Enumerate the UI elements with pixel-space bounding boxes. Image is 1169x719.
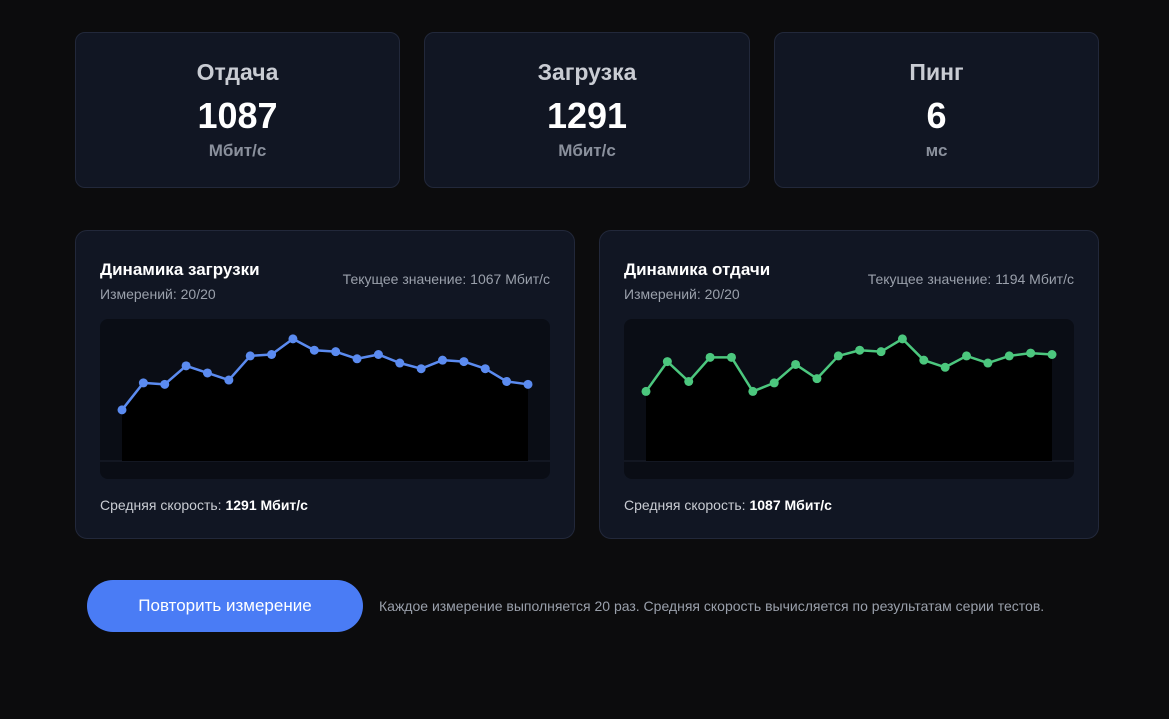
download-chart-svg (100, 334, 550, 462)
upload-stat-card: Отдача 1087 Мбит/с (75, 32, 400, 188)
upload-count-value: 20/20 (704, 286, 740, 302)
download-chart-data-point (138, 378, 148, 388)
download-chart-data-point (181, 361, 191, 371)
upload-chart-data-point (748, 386, 758, 396)
download-chart-data-point (502, 376, 512, 386)
upload-chart-data-point (855, 345, 865, 355)
download-average-label: Средняя скорость: (100, 497, 222, 513)
download-chart-card: Динамика загрузки Измерений: 20/20 Текущ… (75, 230, 575, 539)
upload-average-value: 1087 Мбит/с (749, 497, 832, 513)
ping-stat-unit: мс (925, 141, 948, 160)
upload-chart-data-point (897, 334, 907, 344)
download-chart-data-point (117, 405, 127, 415)
upload-chart-data-point (705, 352, 715, 362)
download-chart-data-point (459, 357, 469, 367)
upload-chart-data-point (919, 355, 929, 365)
upload-average-label: Средняя скорость: (624, 497, 746, 513)
upload-chart-data-point (962, 351, 972, 361)
download-chart-data-point (416, 364, 426, 374)
download-chart-data-point (373, 350, 383, 359)
retry-measurement-button[interactable]: Повторить измерение (87, 580, 363, 632)
download-stat-unit: Мбит/с (558, 141, 616, 160)
upload-chart-data-point (684, 376, 694, 386)
upload-chart-count: Измерений: 20/20 (624, 286, 740, 302)
upload-chart-data-point (833, 351, 843, 361)
download-chart-data-point (224, 375, 234, 385)
download-chart-count: Измерений: 20/20 (100, 286, 216, 302)
download-chart-data-point (438, 355, 448, 365)
upload-chart-area (646, 338, 1052, 461)
download-average-value: 1291 Мбит/с (225, 497, 308, 513)
upload-chart-data-point (769, 378, 779, 388)
download-stat-label: Загрузка (537, 59, 637, 85)
upload-stat-label: Отдача (196, 59, 279, 85)
upload-stat-unit: Мбит/с (208, 141, 267, 160)
download-average: Средняя скорость: 1291 Мбит/с (100, 497, 308, 513)
upload-chart-data-point (641, 386, 651, 396)
download-stat-value: 1291 (546, 95, 628, 136)
download-chart-data-point (267, 350, 277, 359)
download-chart-data-point (523, 379, 533, 389)
download-chart-data-point (395, 358, 405, 368)
upload-count-label: Измерений: (624, 286, 701, 302)
download-chart-data-point (160, 379, 170, 389)
upload-current-label: Текущее значение: (867, 271, 992, 287)
upload-chart-data-point (940, 362, 950, 372)
download-chart-area (122, 338, 528, 461)
upload-average: Средняя скорость: 1087 Мбит/с (624, 497, 832, 513)
download-current-value: Текущее значение: 1067 Мбит/с (343, 271, 550, 287)
upload-chart-plot (624, 319, 1074, 479)
download-chart-plot (100, 319, 550, 479)
upload-chart-data-point (662, 357, 672, 367)
download-chart-title: Динамика загрузки (100, 260, 260, 279)
ping-stat-card: Пинг 6 мс (774, 32, 1099, 188)
upload-current-number: 1194 Мбит/с (995, 271, 1074, 287)
download-count-value: 20/20 (180, 286, 216, 302)
upload-chart-card: Динамика отдачи Измерений: 20/20 Текущее… (599, 230, 1099, 539)
download-chart-data-point (245, 351, 255, 361)
upload-chart-data-point (1026, 348, 1036, 358)
upload-chart-data-point (812, 374, 822, 384)
download-chart-data-point (288, 334, 298, 344)
download-chart-data-point (202, 368, 212, 378)
ping-stat-value: 6 (926, 95, 947, 136)
download-current-label: Текущее значение: (342, 271, 467, 287)
download-chart-data-point (352, 354, 362, 364)
upload-chart-data-point (983, 358, 993, 368)
upload-stat-value: 1087 (197, 95, 278, 136)
measurement-note: Каждое измерение выполняется 20 раз. Сре… (379, 598, 1045, 614)
upload-chart-data-point (791, 359, 801, 369)
download-count-label: Измерений: (100, 286, 177, 302)
ping-stat-label: Пинг (909, 59, 964, 85)
download-current-number: 1067 Мбит/с (470, 271, 550, 287)
upload-chart-data-point (1047, 350, 1057, 359)
upload-chart-svg (624, 334, 1074, 462)
upload-chart-data-point (876, 347, 886, 357)
upload-chart-data-point (726, 352, 736, 362)
download-stat-card: Загрузка 1291 Мбит/с (424, 32, 750, 188)
upload-chart-title: Динамика отдачи (624, 260, 771, 279)
download-chart-data-point (309, 345, 319, 355)
download-chart-data-point (480, 364, 490, 374)
download-chart-data-point (331, 347, 341, 357)
upload-chart-data-point (1004, 351, 1014, 361)
upload-current-value: Текущее значение: 1194 Мбит/с (868, 271, 1074, 287)
